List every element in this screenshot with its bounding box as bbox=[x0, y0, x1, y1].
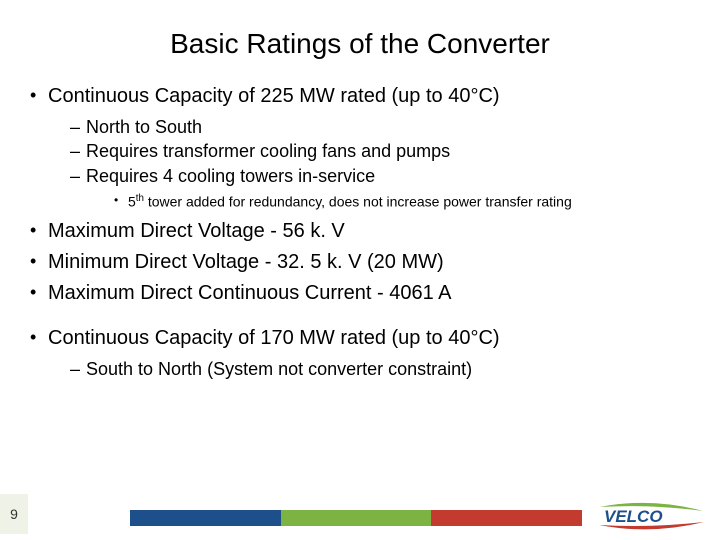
bullet-list-2: Continuous Capacity of 170 MW rated (up … bbox=[24, 324, 696, 381]
slide-title: Basic Ratings of the Converter bbox=[24, 28, 696, 60]
bullet-list: Continuous Capacity of 225 MW rated (up … bbox=[24, 82, 696, 308]
logo-text: VELCO bbox=[604, 507, 663, 526]
bullet-1-sub-2: Requires transformer cooling fans and pu… bbox=[70, 139, 696, 163]
velco-logo-svg: VELCO bbox=[596, 500, 706, 532]
bullet-4: Maximum Direct Continuous Current - 4061… bbox=[30, 279, 696, 308]
bullet-1: Continuous Capacity of 225 MW rated (up … bbox=[30, 82, 696, 211]
velco-logo: VELCO bbox=[596, 500, 706, 532]
bullet-1-sublist: North to South Requires transformer cool… bbox=[48, 115, 696, 211]
bullet-1-sub-1: North to South bbox=[70, 115, 696, 139]
note-pre: 5 bbox=[128, 194, 136, 210]
bullet-5-text: Continuous Capacity of 170 MW rated (up … bbox=[48, 327, 500, 349]
note-sup: th bbox=[136, 193, 144, 204]
bar-segment-red bbox=[431, 510, 582, 526]
bullet-5: Continuous Capacity of 170 MW rated (up … bbox=[30, 324, 696, 381]
bar-segment-green bbox=[281, 510, 432, 526]
bullet-1-text: Continuous Capacity of 225 MW rated (up … bbox=[48, 85, 500, 107]
bullet-1-sub-3-notes: 5th tower added for redundancy, does not… bbox=[86, 192, 696, 212]
spacer bbox=[24, 310, 696, 324]
slide: Basic Ratings of the Converter Continuou… bbox=[0, 0, 720, 540]
bullet-5-sublist: South to North (System not converter con… bbox=[48, 357, 696, 381]
bullet-1-sub-3-text: Requires 4 cooling towers in-service bbox=[86, 166, 375, 186]
bar-segment-blue bbox=[130, 510, 281, 526]
slide-footer: 9 VELCO bbox=[0, 506, 720, 534]
bullet-1-sub-3-note: 5th tower added for redundancy, does not… bbox=[114, 192, 696, 212]
bullet-5-sub-1: South to North (System not converter con… bbox=[70, 357, 696, 381]
page-number: 9 bbox=[0, 494, 28, 534]
bullet-1-sub-3: Requires 4 cooling towers in-service 5th… bbox=[70, 164, 696, 212]
bullet-3: Minimum Direct Voltage - 32. 5 k. V (20 … bbox=[30, 248, 696, 277]
bullet-2: Maximum Direct Voltage - 56 k. V bbox=[30, 217, 696, 246]
note-post: tower added for redundancy, does not inc… bbox=[144, 194, 572, 210]
footer-color-bar bbox=[130, 510, 582, 526]
